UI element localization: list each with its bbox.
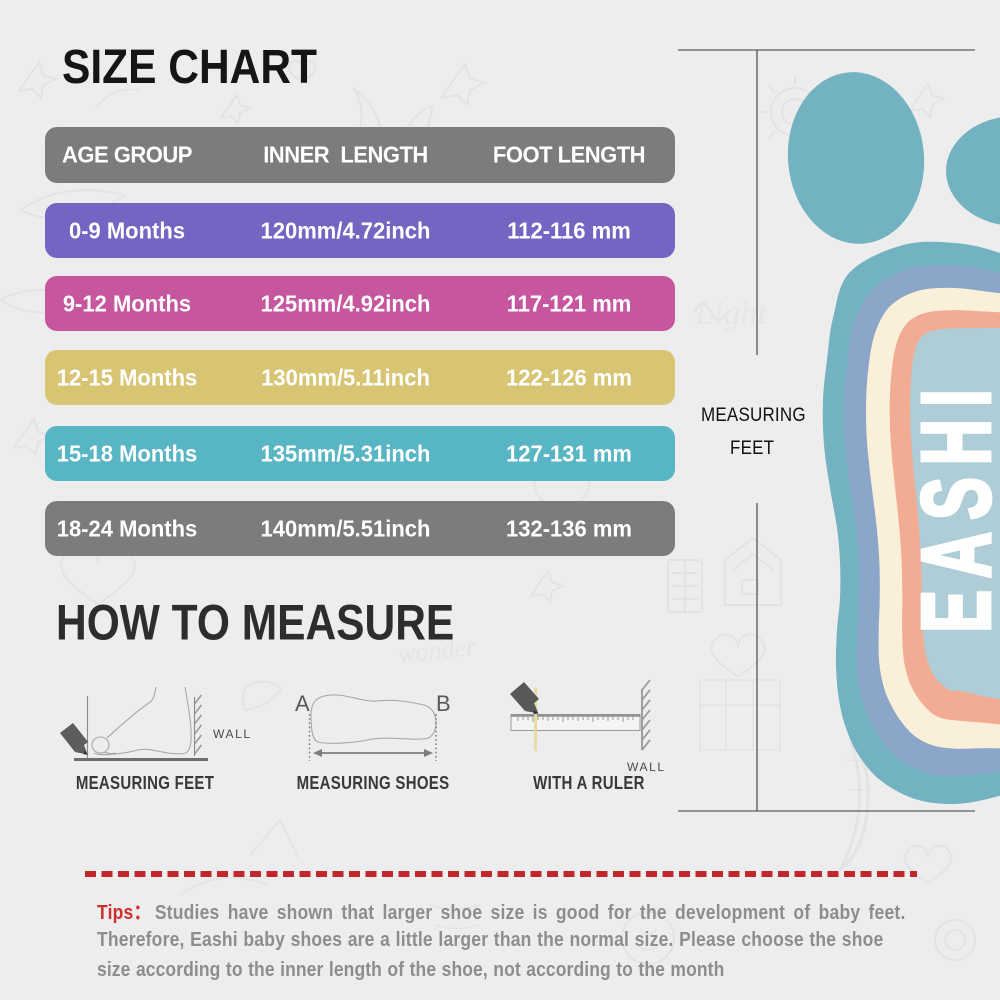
svg-text:A: A (295, 691, 310, 716)
svg-text:B: B (436, 691, 451, 716)
svg-text:WALL: WALL (213, 727, 252, 741)
svg-text:WALL: WALL (627, 760, 666, 774)
